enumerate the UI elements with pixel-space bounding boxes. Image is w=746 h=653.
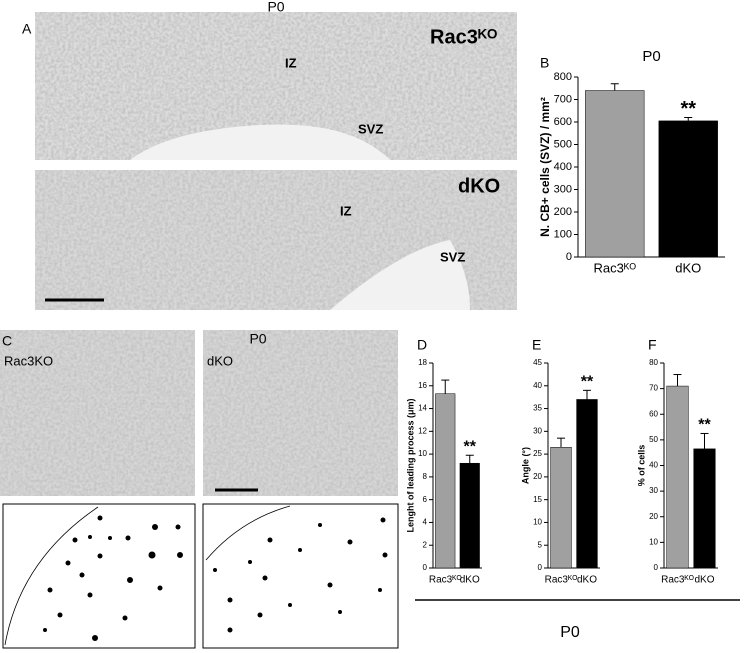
x-tick-label: Rac3ᴷᴼ xyxy=(661,575,694,586)
bar xyxy=(459,462,480,569)
image-label: dKO xyxy=(207,353,233,368)
ventricle xyxy=(130,124,390,160)
pial-line xyxy=(4,506,99,646)
x-tick-label: dKO xyxy=(675,260,701,275)
y-tick-label: 45 xyxy=(533,358,542,367)
bar xyxy=(693,448,716,569)
y-tick-label: 300 xyxy=(554,183,572,195)
y-axis-label: N. CB+ cells (SVZ) / mm² xyxy=(538,97,552,237)
bar xyxy=(585,90,645,258)
y-axis-label: % of cells xyxy=(636,445,646,487)
panel-label: D xyxy=(417,337,427,353)
y-tick-label: 200 xyxy=(554,206,572,218)
panel-label: F xyxy=(648,337,657,353)
y-tick-label: 4 xyxy=(423,518,428,527)
cells xyxy=(43,515,183,641)
y-tick-label: 10 xyxy=(649,537,658,546)
y-tick-label: 40 xyxy=(649,461,658,470)
bar xyxy=(666,385,689,569)
image-label: Rac3ᴷᴼ xyxy=(430,26,497,48)
image-label: IZ xyxy=(340,203,352,218)
micrograph-texture xyxy=(0,330,195,496)
heading: P0 xyxy=(560,624,580,641)
y-tick-label: 10 xyxy=(533,518,542,527)
panel-label: A xyxy=(22,21,32,37)
y-tick-label: 500 xyxy=(554,138,572,150)
y-tick-label: 10 xyxy=(418,449,427,458)
y-tick-label: 700 xyxy=(554,93,572,105)
y-tick-label: 50 xyxy=(649,435,658,444)
y-tick-label: 0 xyxy=(566,251,572,263)
y-tick-label: 6 xyxy=(423,495,428,504)
y-tick-label: 0 xyxy=(423,563,428,572)
y-tick-label: 15 xyxy=(533,495,542,504)
x-tick-label: Rac3ᴷᴼ xyxy=(545,575,578,586)
panel-label: B xyxy=(540,55,549,71)
y-tick-label: 2 xyxy=(423,540,428,549)
y-tick-label: 30 xyxy=(533,426,542,435)
y-tick-label: 20 xyxy=(533,472,542,481)
x-tick-label: Rac3ᴷᴼ xyxy=(593,260,636,275)
y-tick-label: 600 xyxy=(554,116,572,128)
y-tick-label: 800 xyxy=(554,71,572,83)
tracing-box xyxy=(2,503,196,649)
y-tick-label: 16 xyxy=(418,381,427,390)
y-axis-label: Angle (°) xyxy=(520,447,530,484)
y-tick-label: 40 xyxy=(533,381,542,390)
heading: P0 xyxy=(267,0,284,15)
bar xyxy=(658,120,718,258)
y-tick-label: 18 xyxy=(418,358,427,367)
chart-title: P0 xyxy=(642,48,660,65)
y-tick-label: 0 xyxy=(538,563,543,572)
annotation: ** xyxy=(464,438,477,455)
annotation: ** xyxy=(581,374,594,391)
y-tick-label: 80 xyxy=(649,358,658,367)
y-tick-label: 25 xyxy=(533,449,542,458)
cells xyxy=(213,517,388,633)
y-tick-label: 35 xyxy=(533,404,542,413)
ventricle xyxy=(330,240,470,310)
x-tick-label: dKO xyxy=(460,575,480,586)
x-tick-label: Rac3ᴷᴼ xyxy=(429,575,462,586)
y-tick-label: 14 xyxy=(418,404,427,413)
image-label: dKO xyxy=(458,175,500,197)
annotation: ** xyxy=(698,417,711,434)
micrograph-texture xyxy=(203,330,398,496)
image-label: SVZ xyxy=(440,249,465,264)
x-tick-label: dKO xyxy=(577,575,597,586)
y-tick-label: 8 xyxy=(423,472,428,481)
y-tick-label: 12 xyxy=(418,426,427,435)
tracing-box xyxy=(202,503,399,649)
annotation: ** xyxy=(680,98,696,120)
y-tick-label: 20 xyxy=(649,512,658,521)
y-tick-label: 70 xyxy=(649,384,658,393)
image-label: IZ xyxy=(285,55,297,70)
y-tick-label: 100 xyxy=(554,228,572,240)
x-tick-label: dKO xyxy=(694,575,714,586)
y-axis-label: Lenght of leading process (μm) xyxy=(405,398,415,532)
pial-line xyxy=(205,505,291,561)
image-label: Rac3KO xyxy=(4,353,53,368)
panel-label: C xyxy=(2,333,12,349)
bar xyxy=(435,393,456,569)
panel-label: E xyxy=(532,337,541,353)
y-tick-label: 0 xyxy=(654,563,659,572)
y-tick-label: 60 xyxy=(649,409,658,418)
y-tick-label: 400 xyxy=(554,161,572,173)
bar xyxy=(576,399,598,569)
image-label: SVZ xyxy=(358,121,383,136)
y-tick-label: 5 xyxy=(538,540,543,549)
bar xyxy=(550,447,572,569)
heading: P0 xyxy=(249,331,266,347)
y-tick-label: 30 xyxy=(649,486,658,495)
